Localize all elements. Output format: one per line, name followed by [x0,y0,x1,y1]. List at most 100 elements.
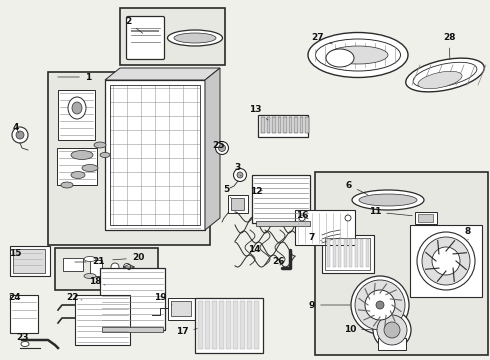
Text: 7: 7 [309,234,322,243]
Bar [100,268,165,330]
Bar [322,235,374,273]
Bar [378,338,406,350]
Bar [198,301,202,349]
Ellipse shape [365,290,395,320]
Ellipse shape [432,247,460,275]
Text: 22: 22 [66,292,82,302]
Text: 13: 13 [249,105,268,120]
Ellipse shape [345,215,351,221]
Text: 5: 5 [223,185,231,198]
Bar [10,295,38,333]
Text: 25: 25 [212,140,224,149]
Text: 19: 19 [154,293,172,305]
Bar [231,198,244,210]
Ellipse shape [326,49,354,67]
Ellipse shape [418,71,462,89]
Polygon shape [105,68,220,80]
Bar [48,72,210,245]
Ellipse shape [168,30,222,46]
Text: 12: 12 [250,188,262,197]
Bar [63,258,83,271]
Bar [75,295,130,345]
Text: 10: 10 [344,324,373,333]
Ellipse shape [82,165,98,171]
Ellipse shape [384,322,400,338]
Bar [354,239,358,267]
Bar [261,117,265,133]
Ellipse shape [351,276,409,334]
Text: 27: 27 [312,33,332,44]
Ellipse shape [174,33,216,43]
Bar [343,239,346,267]
Bar [267,117,270,133]
Bar [258,115,308,137]
Bar [10,246,50,276]
Bar [90,260,102,276]
Bar [338,239,341,267]
Ellipse shape [355,280,405,330]
Bar [360,239,363,267]
Ellipse shape [84,274,96,279]
Ellipse shape [111,263,119,271]
Bar [168,298,196,320]
Bar [256,221,310,226]
Text: 14: 14 [247,246,260,255]
Bar [233,301,238,349]
Ellipse shape [373,311,411,349]
Bar [325,238,370,270]
Bar [315,172,488,355]
Ellipse shape [299,215,305,221]
Ellipse shape [352,190,424,210]
Ellipse shape [359,194,417,206]
Ellipse shape [308,32,408,77]
Bar [327,239,330,267]
Ellipse shape [84,256,96,261]
Bar [294,117,297,133]
Ellipse shape [328,46,388,64]
Bar [277,117,281,133]
Bar [212,301,217,349]
Bar [254,301,259,349]
Bar [349,239,352,267]
Bar [110,85,200,225]
Bar [195,298,263,353]
Text: 20: 20 [113,253,144,262]
Bar [333,239,336,267]
Ellipse shape [21,342,29,346]
Bar [366,239,368,267]
Text: 21: 21 [75,257,104,266]
Text: 3: 3 [234,163,241,176]
Ellipse shape [12,127,28,143]
Text: 15: 15 [9,249,21,258]
Text: 1: 1 [58,72,91,81]
Ellipse shape [237,172,243,178]
Text: 24: 24 [9,292,21,302]
Ellipse shape [234,168,246,181]
Ellipse shape [376,301,384,309]
Text: 23: 23 [16,333,28,342]
Text: 9: 9 [309,301,350,310]
Ellipse shape [216,141,228,154]
Bar [13,249,45,273]
Ellipse shape [16,131,24,139]
Bar [295,210,355,245]
Bar [226,301,230,349]
Text: 28: 28 [443,33,455,59]
Text: 26: 26 [272,257,284,266]
Bar [205,301,210,349]
Text: 2: 2 [125,18,143,33]
Polygon shape [57,148,97,185]
Bar [283,117,287,133]
Ellipse shape [219,144,225,152]
Text: 16: 16 [296,211,308,220]
Bar [219,301,223,349]
Bar [247,301,251,349]
Ellipse shape [68,97,86,119]
Ellipse shape [94,142,106,148]
Bar [105,80,205,230]
Bar [410,225,482,297]
Ellipse shape [72,102,82,114]
Ellipse shape [406,58,484,92]
Ellipse shape [417,232,475,290]
Bar [171,301,191,316]
